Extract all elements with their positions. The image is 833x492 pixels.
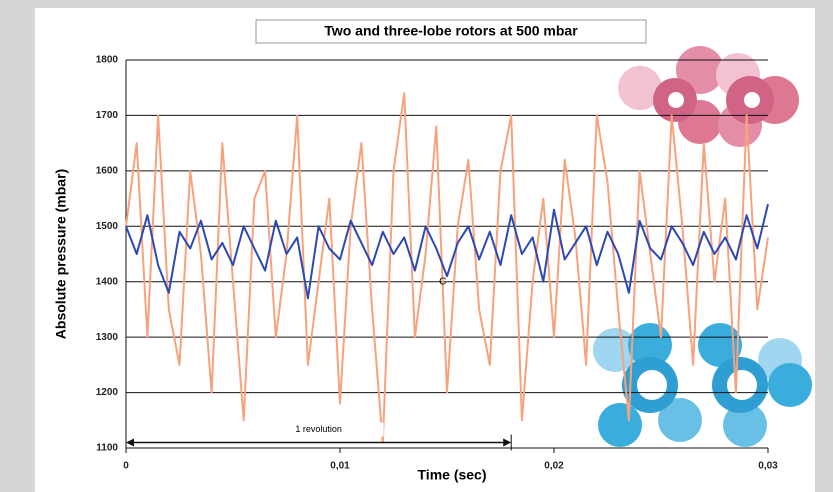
x-tick-label: 0,01 (330, 461, 350, 472)
x-axis-label: Time (sec) (418, 467, 487, 483)
x-tick-label: 0,03 (758, 461, 778, 472)
y-tick-label: 1800 (96, 55, 119, 66)
x-tick-label: 0,02 (544, 461, 564, 472)
y-tick-label: 1200 (96, 387, 119, 398)
arrow-head (126, 438, 134, 447)
y-tick-label: 1500 (96, 221, 119, 232)
x-tick-label: 0 (123, 461, 129, 472)
y-tick-label: 1100 (96, 443, 118, 454)
annotation-box (253, 422, 384, 437)
rotor-two-lobe (618, 46, 799, 147)
y-tick-label: 1700 (96, 110, 119, 121)
y-axis-label: Absolute pressure (mbar) (53, 169, 69, 339)
annotation: 1 revolution (295, 424, 342, 434)
title-box (255, 19, 647, 44)
series-line (125, 203, 769, 300)
arrow-head (503, 438, 512, 447)
y-tick-label: 1600 (96, 165, 119, 176)
y-tick-label: 1400 (96, 276, 119, 287)
chart-title: Two and three-lobe rotors at 500 mbar (324, 23, 578, 39)
annotation: C (439, 276, 446, 287)
y-tick-label: 1300 (96, 332, 119, 343)
series-line (125, 92, 769, 444)
